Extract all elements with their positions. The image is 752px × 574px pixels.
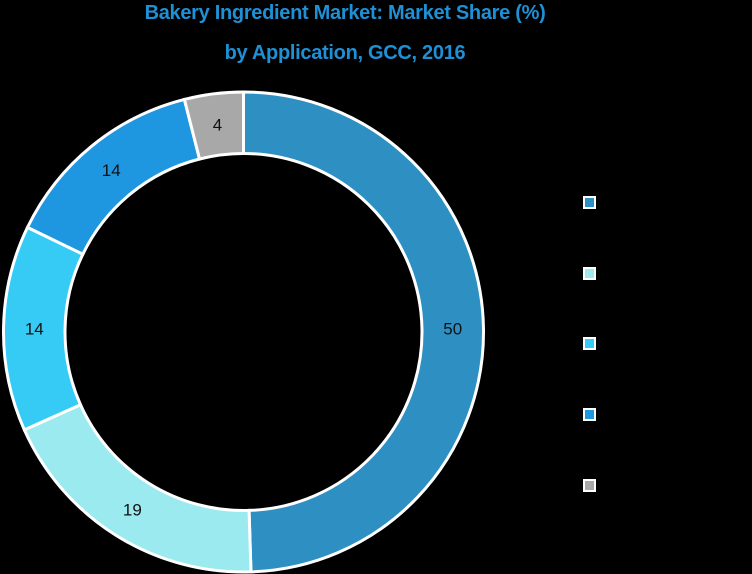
legend-item bbox=[583, 479, 752, 495]
legend-item bbox=[583, 337, 752, 353]
legend-swatch bbox=[583, 267, 596, 280]
chart-title-line2: by Application, GCC, 2016 bbox=[224, 42, 466, 64]
legend-swatch bbox=[583, 196, 596, 209]
segment-data-label: 4 bbox=[213, 115, 222, 134]
legend-item bbox=[583, 408, 752, 424]
legend-item bbox=[583, 267, 752, 283]
segment-data-label: 14 bbox=[25, 320, 44, 339]
legend-swatch bbox=[583, 408, 596, 421]
segment-data-label: 19 bbox=[123, 500, 142, 519]
donut-segment bbox=[242, 90, 485, 574]
legend-swatch bbox=[583, 337, 596, 350]
legend-item bbox=[583, 196, 752, 212]
donut-segment bbox=[22, 402, 253, 574]
segment-data-label: 50 bbox=[443, 320, 462, 339]
donut-segment bbox=[182, 90, 245, 161]
segment-data-label: 14 bbox=[102, 161, 121, 180]
legend-swatch bbox=[583, 479, 596, 492]
chart-title-line1: Bakery Ingredient Market: Market Share (… bbox=[144, 2, 546, 24]
